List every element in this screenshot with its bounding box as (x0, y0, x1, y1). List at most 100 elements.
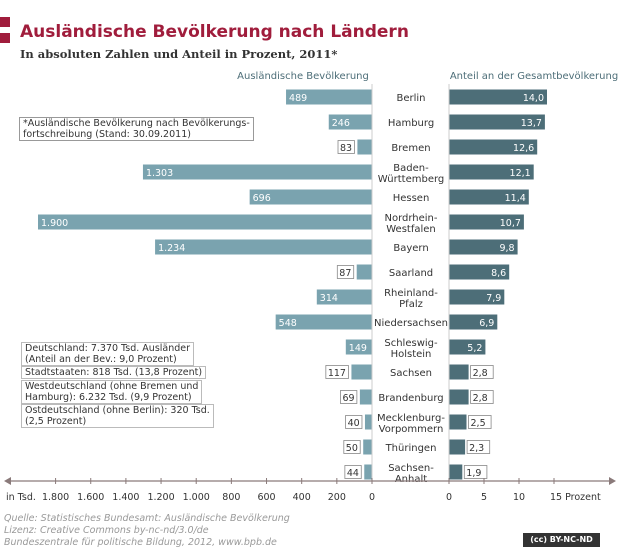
left-bar (328, 114, 372, 130)
summary-stadtstaaten-line-1: Stadtstaaten: 818 Tsd. (13,8 Prozent) (25, 367, 203, 378)
summary-west: Westdeutschland (ohne Bremen und Hamburg… (21, 380, 203, 404)
right-bar (449, 189, 529, 205)
cc-license-badge[interactable]: (cc) BY-NC-ND (523, 533, 600, 547)
chart-subtitle: In absoluten Zahlen und Anteil in Prozen… (20, 47, 338, 61)
right-bar (449, 289, 505, 305)
category-label: Mecklenburg- (377, 413, 445, 424)
category-label: Nordrhein- (384, 213, 437, 224)
left-bar (359, 389, 372, 405)
right-axis-tick-label: 0 (446, 492, 452, 503)
left-value-box (337, 140, 355, 154)
category-label: Thüringen (385, 443, 437, 454)
right-axis-tick-label: 5 (481, 492, 487, 503)
left-value-label: 1.234 (158, 243, 185, 254)
left-axis-tick-label: 800 (222, 492, 240, 503)
right-bar (449, 439, 466, 455)
right-value-box (470, 390, 494, 404)
category-label: Westfalen (386, 224, 436, 235)
right-bar (449, 214, 524, 230)
right-value-box (463, 465, 488, 479)
right-value-label: 2,3 (469, 443, 484, 454)
x-axis-arrow-left (4, 477, 11, 485)
left-bar (357, 139, 372, 155)
left-value-label: 50 (346, 443, 358, 454)
left-value-box (340, 390, 358, 404)
summary-germany: Deutschland: 7.370 Tsd. Ausländer (Antei… (21, 342, 195, 366)
category-label: Bremen (391, 143, 430, 154)
x-axis-arrow-right (609, 477, 616, 485)
category-label: Anhalt (395, 474, 427, 485)
summary-stadtstaaten: Stadtstaaten: 818 Tsd. (13,8 Prozent) (21, 366, 207, 379)
summary-west-line-1: Westdeutschland (ohne Bremen und (25, 381, 199, 392)
left-axis-unit-label: in Tsd. (6, 492, 36, 503)
left-value-label: 246 (332, 118, 350, 129)
right-value-label: 13,7 (521, 118, 542, 129)
source-line-1: Quelle: Statistisches Bundesamt: Ausländ… (4, 513, 290, 524)
left-axis-tick-label: 400 (293, 492, 311, 503)
left-value-box (343, 440, 361, 454)
right-value-label: 2,8 (473, 368, 488, 379)
right-value-label: 9,8 (499, 243, 514, 254)
left-value-label: 44 (347, 468, 359, 479)
right-value-box (470, 365, 494, 379)
right-series-header: Anteil an der Gesamtbevölkerung (450, 71, 618, 82)
left-value-label: 83 (340, 143, 352, 154)
left-axis-tick-label: 1.600 (77, 492, 104, 503)
right-value-box (466, 440, 491, 454)
right-bar (449, 364, 469, 380)
left-value-box (345, 415, 363, 429)
footnote-line-1: *Ausländische Bevölkerung nach Bevölkeru… (23, 118, 250, 129)
left-bar (363, 439, 372, 455)
category-label: Baden- (393, 163, 429, 174)
left-value-box (336, 265, 355, 279)
summary-germany-line-2: (Anteil an der Bev.: 9,0 Prozent) (25, 354, 177, 365)
right-value-label: 12,1 (510, 168, 531, 179)
category-label: Schleswig- (384, 338, 438, 349)
right-bar (449, 464, 463, 480)
right-value-label: 7,9 (486, 293, 501, 304)
right-axis-tick-label: 10 (513, 492, 525, 503)
left-value-label: 69 (342, 393, 354, 404)
left-value-label: 1.303 (146, 168, 173, 179)
category-label: Vorpommern (379, 424, 444, 435)
left-value-label: 149 (349, 343, 367, 354)
right-value-label: 8,6 (491, 268, 506, 279)
summary-west-line-2: Hamburg): 6.232 Tsd. (9,9 Prozent) (25, 392, 192, 403)
right-bar (449, 389, 469, 405)
category-label: Saarland (389, 268, 433, 279)
left-bar (316, 289, 372, 305)
left-axis-tick-label: 1.800 (42, 492, 69, 503)
category-label: Hessen (393, 193, 430, 204)
right-bar (449, 89, 547, 105)
right-bar (449, 164, 534, 180)
left-bar (356, 264, 372, 280)
category-label: Sachsen (390, 368, 432, 379)
left-axis-tick-label: 1.400 (112, 492, 139, 503)
summary-east-line-2: (2,5 Prozent) (25, 416, 87, 427)
right-value-label: 10,7 (500, 218, 521, 229)
left-bar (364, 414, 372, 430)
category-label: Württemberg (378, 174, 445, 185)
right-value-label: 2,8 (473, 393, 488, 404)
left-value-label: 548 (279, 318, 297, 329)
right-axis-tick-label: 15 Prozent (550, 492, 601, 503)
right-bar (449, 414, 467, 430)
left-value-label: 40 (348, 418, 360, 429)
source-line-3: Bundeszentrale für politische Bildung, 2… (4, 537, 277, 548)
left-bar (249, 189, 372, 205)
left-axis-tick-label: 1.200 (147, 492, 174, 503)
footnote-line-2: fortschreibung (Stand: 30.09.2011) (23, 129, 191, 140)
right-bar (449, 339, 486, 355)
left-value-label: 1.900 (41, 218, 68, 229)
footnote-box: *Ausländische Bevölkerung nach Bevölkeru… (19, 117, 254, 141)
right-value-label: 6,9 (479, 318, 494, 329)
left-bar (142, 164, 372, 180)
right-value-label: 5,2 (467, 343, 482, 354)
left-axis-tick-label: 600 (257, 492, 275, 503)
left-bar (364, 464, 372, 480)
category-label: Pfalz (399, 299, 423, 310)
left-value-label: 696 (253, 193, 271, 204)
summary-east: Ostdeutschland (ohne Berlin): 320 Tsd. (… (21, 404, 214, 428)
category-label: Niedersachsen (374, 318, 448, 329)
